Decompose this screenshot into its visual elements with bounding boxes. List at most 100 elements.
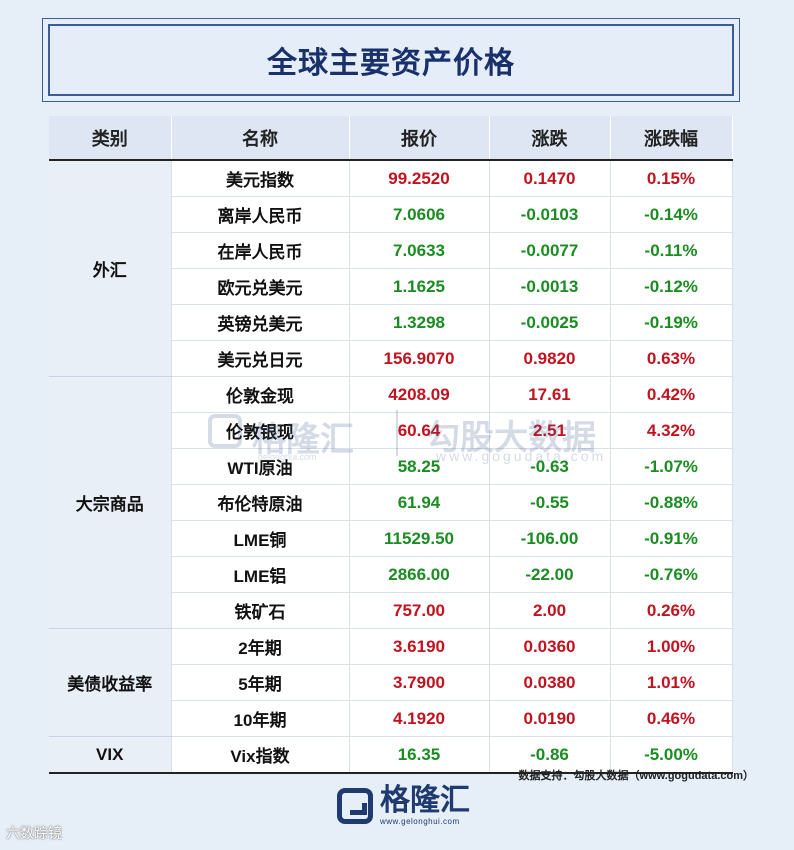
table-row: VIX Vix指数 16.35 -0.86 -5.00% <box>49 736 733 774</box>
asset-name: 英镑兑美元 <box>171 304 350 341</box>
category-vix: VIX <box>49 736 172 774</box>
asset-name: 美元指数 <box>171 159 350 197</box>
table-row: 10年期 4.1920 0.0190 0.46% <box>49 700 733 737</box>
asset-price: 11529.50 <box>349 520 490 557</box>
asset-change: 0.0190 <box>489 700 611 737</box>
asset-change-pct: 0.46% <box>610 700 733 737</box>
asset-name: 美元兑日元 <box>171 340 350 377</box>
asset-change: 17.61 <box>489 376 611 413</box>
asset-change: 2.00 <box>489 592 611 629</box>
asset-change-pct: 0.42% <box>610 376 733 413</box>
asset-change-pct: -1.07% <box>610 448 733 485</box>
table-row: 在岸人民币 7.0633 -0.0077 -0.11% <box>49 232 733 269</box>
table-row: 美元兑日元 156.9070 0.9820 0.63% <box>49 340 733 377</box>
table-row: LME铜 11529.50 -106.00 -0.91% <box>49 520 733 557</box>
category-commodities: 大宗商品 <box>49 376 172 629</box>
asset-change-pct: -0.19% <box>610 304 733 341</box>
asset-change-pct: -0.91% <box>610 520 733 557</box>
asset-change-pct: 0.15% <box>610 159 733 197</box>
asset-name: 10年期 <box>171 700 350 737</box>
footer-url: www.gelonghui.com <box>380 817 460 826</box>
asset-name: 伦敦金现 <box>171 376 350 413</box>
table-row: LME铝 2866.00 -22.00 -0.76% <box>49 556 733 593</box>
asset-price: 60.64 <box>349 412 490 449</box>
asset-change-pct: -0.12% <box>610 268 733 305</box>
asset-change-pct: -0.88% <box>610 484 733 521</box>
asset-name: 铁矿石 <box>171 592 350 629</box>
header-name: 名称 <box>171 116 350 161</box>
asset-price: 2866.00 <box>349 556 490 593</box>
asset-price: 1.1625 <box>349 268 490 305</box>
asset-price: 4.1920 <box>349 700 490 737</box>
asset-change-pct: 0.63% <box>610 340 733 377</box>
asset-name: 5年期 <box>171 664 350 701</box>
corner-watermark: 六数踪镜 <box>6 825 62 841</box>
table-row: 英镑兑美元 1.3298 -0.0025 -0.19% <box>49 304 733 341</box>
gelonghui-logo-icon <box>337 788 373 824</box>
table-header-row: 类别 名称 报价 涨跌 涨跌幅 <box>49 116 733 161</box>
asset-change: -0.63 <box>489 448 611 485</box>
asset-change-pct: 0.26% <box>610 592 733 629</box>
data-source-note: 数据支持：勾股大数据（www.gogudata.com） <box>518 770 754 782</box>
asset-price: 16.35 <box>349 736 490 774</box>
asset-name: 在岸人民币 <box>171 232 350 269</box>
asset-change: 0.0380 <box>489 664 611 701</box>
asset-change: 0.1470 <box>489 159 611 197</box>
asset-change: -0.86 <box>489 736 611 774</box>
asset-price: 156.9070 <box>349 340 490 377</box>
table-row: 5年期 3.7900 0.0380 1.01% <box>49 664 733 701</box>
header-price: 报价 <box>349 116 490 161</box>
asset-name: 2年期 <box>171 628 350 665</box>
asset-price: 7.0633 <box>349 232 490 269</box>
category-fx: 外汇 <box>49 159 172 377</box>
category-treasury: 美债收益率 <box>49 628 172 737</box>
asset-name: 欧元兑美元 <box>171 268 350 305</box>
asset-name: 离岸人民币 <box>171 196 350 233</box>
title-banner: 全球主要资产价格 <box>42 18 740 102</box>
asset-price: 99.2520 <box>349 159 490 197</box>
asset-change: 0.0360 <box>489 628 611 665</box>
asset-change: -0.0103 <box>489 196 611 233</box>
asset-change: -106.00 <box>489 520 611 557</box>
asset-change-pct: 1.01% <box>610 664 733 701</box>
table-row: 大宗商品 伦敦金现 4208.09 17.61 0.42% <box>49 376 733 629</box>
asset-name: 伦敦银现 <box>171 412 350 449</box>
asset-change: -22.00 <box>489 556 611 593</box>
asset-change-pct: -0.14% <box>610 196 733 233</box>
asset-change: 0.9820 <box>489 340 611 377</box>
asset-name: 布伦特原油 <box>171 484 350 521</box>
asset-price: 3.7900 <box>349 664 490 701</box>
asset-change: 2.51 <box>489 412 611 449</box>
asset-name: WTI原油 <box>171 448 350 485</box>
header-change-pct: 涨跌幅 <box>610 116 733 161</box>
asset-name: Vix指数 <box>171 736 350 774</box>
asset-price: 757.00 <box>349 592 490 629</box>
asset-change-pct: -0.76% <box>610 556 733 593</box>
asset-price: 3.6190 <box>349 628 490 665</box>
table-row: 离岸人民币 7.0606 -0.0103 -0.14% <box>49 196 733 233</box>
asset-change: -0.55 <box>489 484 611 521</box>
asset-name: LME铝 <box>171 556 350 593</box>
asset-change: -0.0077 <box>489 232 611 269</box>
table-row: 美债收益率 2年期 3.6190 0.0360 1.00% <box>49 628 733 737</box>
asset-price: 7.0606 <box>349 196 490 233</box>
asset-change-pct: -5.00% <box>610 736 733 774</box>
table-row: 欧元兑美元 1.1625 -0.0013 -0.12% <box>49 268 733 305</box>
footer-brand: 格隆汇 <box>380 784 470 817</box>
header-category: 类别 <box>49 116 172 161</box>
asset-price: 61.94 <box>349 484 490 521</box>
table-row: 布伦特原油 61.94 -0.55 -0.88% <box>49 484 733 521</box>
asset-price: 1.3298 <box>349 304 490 341</box>
asset-change-pct: -0.11% <box>610 232 733 269</box>
asset-change-pct: 1.00% <box>610 628 733 665</box>
asset-price: 4208.09 <box>349 376 490 413</box>
header-change: 涨跌 <box>489 116 611 161</box>
asset-price-table: 类别 名称 报价 涨跌 涨跌幅 外汇 美元指数 99.2520 0.1470 0… <box>49 116 733 774</box>
table-row: 铁矿石 757.00 2.00 0.26% <box>49 592 733 629</box>
asset-change: -0.0025 <box>489 304 611 341</box>
asset-price: 58.25 <box>349 448 490 485</box>
table-row: 伦敦银现 60.64 2.51 4.32% <box>49 412 733 449</box>
asset-name: LME铜 <box>171 520 350 557</box>
page-title: 全球主要资产价格 <box>48 24 734 96</box>
table-row: WTI原油 58.25 -0.63 -1.07% <box>49 448 733 485</box>
